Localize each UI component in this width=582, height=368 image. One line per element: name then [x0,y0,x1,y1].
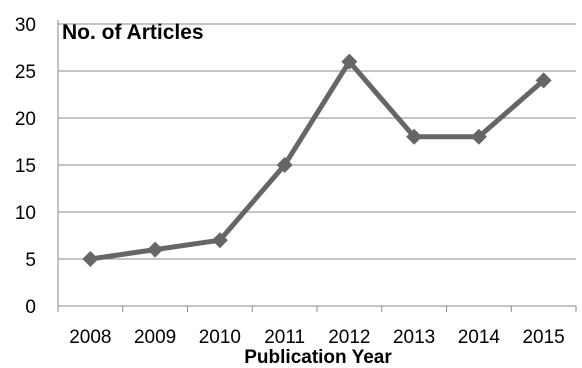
y-tick-label: 20 [15,109,36,130]
x-tick-label: 2015 [522,327,564,348]
y-tick-labels: 0 5 10 15 20 25 30 [15,15,36,318]
y-tick-label: 10 [15,203,36,224]
data-point-marker [406,128,423,145]
x-tick-label: 2010 [199,327,241,348]
x-tick-label: 2009 [134,327,176,348]
x-tick-labels: 2008 2009 2010 2011 2012 2013 2014 2015 [69,327,565,348]
data-point-marker [211,232,228,249]
y-axis-label: No. of Articles [62,21,204,44]
x-tick-label: 2014 [458,327,501,348]
data-point-marker [276,157,293,173]
data-point-marker [535,72,552,89]
data-point-marker [341,53,358,70]
x-tick-label: 2013 [393,327,435,348]
y-tick-label: 5 [25,250,36,271]
data-point-marker [147,241,164,258]
y-tick-label: 15 [15,156,36,177]
x-tick-label: 2011 [264,327,305,348]
y-tick-label: 25 [15,62,36,83]
data-point-marker [82,251,99,267]
x-axis-label: Publication Year [244,347,392,368]
x-tick-label: 2012 [328,327,370,348]
y-tick-label: 0 [25,297,36,318]
series-articles [82,53,552,267]
series-line [90,59,546,262]
data-point-marker [470,128,487,145]
gridlines [58,23,576,260]
x-tick-label: 2008 [69,327,111,348]
y-tick-label: 30 [15,15,36,36]
axes [57,20,577,312]
